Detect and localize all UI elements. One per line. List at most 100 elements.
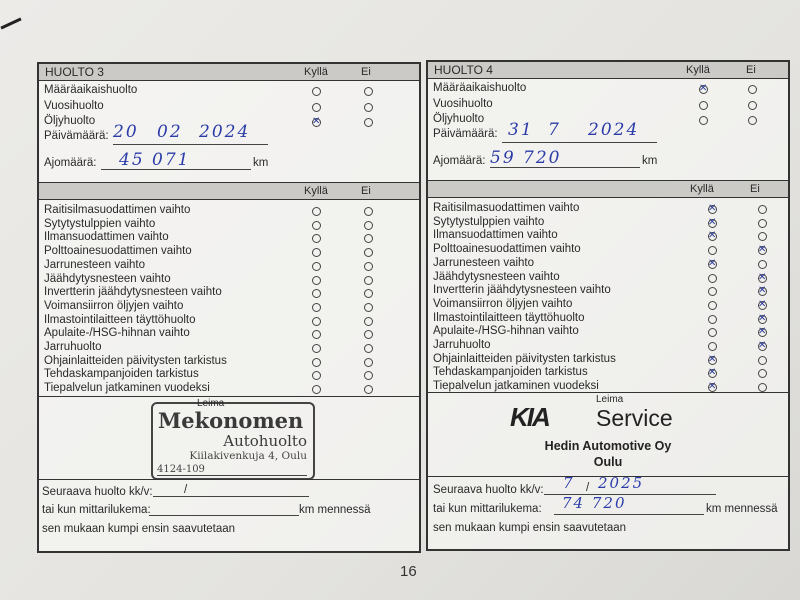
radio-yes[interactable] [312, 234, 321, 244]
divider [428, 476, 788, 477]
radio-no[interactable] [758, 284, 767, 297]
radio-no[interactable] [364, 248, 373, 258]
radio-yes[interactable] [312, 275, 321, 285]
mileage-value[interactable]: 59 720 [490, 148, 562, 168]
radio-yes[interactable] [699, 116, 708, 125]
radio-no[interactable] [364, 289, 373, 299]
radio-no[interactable] [364, 275, 373, 285]
radio-no[interactable] [748, 116, 757, 125]
radio-no[interactable] [758, 271, 767, 284]
radio-yes[interactable] [708, 202, 717, 215]
checklist-header: Kyllä Ei [428, 180, 788, 198]
radio-yes[interactable] [312, 330, 321, 340]
checklist-row: Raitisilmasuodattimen vaihto [44, 204, 419, 217]
checklist-row: Ilmastointilaitteen täyttöhuolto [44, 314, 419, 327]
radio-yes[interactable] [312, 371, 321, 381]
radio-no[interactable] [758, 339, 767, 352]
row-label: Invertterin jäähdytysnesteen vaihto [433, 284, 611, 297]
radio-yes[interactable] [312, 357, 321, 367]
row-label: Tehdaskampanjoiden tarkistus [433, 366, 588, 379]
radio-no[interactable] [758, 298, 767, 311]
date-line [113, 144, 268, 145]
radio-no[interactable] [758, 232, 767, 242]
radio-yes[interactable] [708, 229, 717, 242]
radio-no[interactable] [758, 325, 767, 338]
date-month[interactable]: 02 [157, 122, 183, 142]
radio-yes[interactable] [708, 314, 717, 324]
radio-no[interactable] [364, 302, 373, 312]
radio-no[interactable] [364, 207, 373, 216]
checklist-row: Jarruhuolto [433, 339, 788, 352]
radio-yes[interactable] [708, 257, 717, 270]
radio-yes[interactable] [699, 100, 708, 110]
date-day[interactable]: 31 [508, 120, 534, 140]
stamp-city: Oulu [593, 455, 623, 469]
radio-no[interactable] [364, 344, 373, 353]
radio-yes[interactable] [699, 82, 708, 95]
radio-yes[interactable] [708, 353, 717, 366]
date-day[interactable]: 20 [113, 122, 139, 142]
next-service-line [544, 494, 716, 495]
radio-no[interactable] [758, 369, 767, 379]
radio-no[interactable] [758, 383, 767, 393]
radio-yes[interactable] [312, 289, 321, 299]
row-label: Voimansiirron öljyjen vaihto [433, 297, 573, 310]
date-year[interactable]: 2024 [588, 120, 640, 140]
radio-no[interactable] [364, 385, 373, 395]
radio-yes[interactable] [312, 248, 321, 258]
row-label: Jäähdytysnesteen vaihto [44, 272, 171, 285]
radio-no[interactable] [748, 100, 757, 110]
radio-yes[interactable] [708, 380, 717, 393]
radio-no[interactable] [758, 259, 767, 269]
next-service-label: Seuraava huolto kk/v: [433, 484, 544, 496]
radio-no[interactable] [758, 312, 767, 325]
divider [39, 479, 419, 480]
radio-yes[interactable] [312, 261, 321, 271]
radio-no[interactable] [364, 261, 373, 271]
radio-no[interactable] [364, 118, 373, 127]
radio-yes[interactable] [708, 328, 717, 338]
radio-yes[interactable] [312, 316, 321, 326]
radio-yes[interactable] [312, 220, 321, 230]
radio-no[interactable] [758, 243, 767, 256]
date-year[interactable]: 2024 [199, 122, 251, 142]
radio-no[interactable] [364, 234, 373, 244]
row-label: Määräaikaishuolto [44, 84, 138, 96]
radio-yes[interactable] [312, 385, 321, 395]
radio-no[interactable] [758, 205, 767, 214]
next-odometer[interactable]: 74 720 [562, 494, 627, 512]
odometer-line[interactable] [149, 515, 299, 516]
yes-column-label: Kyllä [304, 185, 328, 197]
radio-no[interactable] [758, 355, 767, 365]
next-service-line[interactable] [153, 496, 309, 497]
radio-yes[interactable] [708, 300, 717, 310]
radio-no[interactable] [364, 330, 373, 340]
radio-yes[interactable] [312, 87, 321, 96]
radio-no[interactable] [364, 316, 373, 326]
radio-yes[interactable] [312, 102, 321, 112]
date-month[interactable]: 7 [548, 120, 561, 140]
radio-no[interactable] [748, 85, 757, 94]
radio-yes[interactable] [312, 344, 321, 353]
next-year[interactable]: 2025 [598, 474, 645, 492]
radio-no[interactable] [364, 220, 373, 230]
radio-yes[interactable] [708, 342, 717, 351]
radio-no[interactable] [364, 357, 373, 367]
no-column-label: Ei [361, 185, 371, 197]
next-month[interactable]: 7 [563, 474, 575, 492]
radio-no[interactable] [364, 87, 373, 96]
mileage-value[interactable]: 45 071 [119, 150, 191, 170]
radio-no[interactable] [364, 371, 373, 381]
radio-yes[interactable] [312, 302, 321, 312]
radio-yes[interactable] [708, 216, 717, 229]
radio-yes[interactable] [312, 115, 321, 128]
radio-yes[interactable] [708, 366, 717, 379]
radio-yes[interactable] [708, 273, 717, 283]
checklist-row: Määräaikaishuolto [433, 82, 788, 95]
radio-yes[interactable] [708, 287, 717, 297]
radio-no[interactable] [364, 102, 373, 112]
radio-no[interactable] [758, 218, 767, 228]
radio-yes[interactable] [708, 246, 717, 256]
checklist-row: Polttoainesuodattimen vaihto [44, 245, 419, 258]
radio-yes[interactable] [312, 207, 321, 216]
